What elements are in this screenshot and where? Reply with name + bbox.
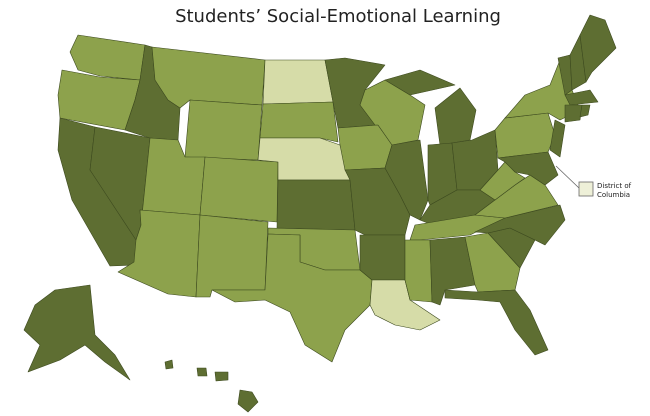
callout-line xyxy=(555,165,580,189)
state xyxy=(564,104,583,123)
dc-swatch xyxy=(578,181,594,197)
state xyxy=(579,104,591,118)
state xyxy=(211,233,373,363)
state xyxy=(259,101,339,143)
state xyxy=(276,179,356,231)
state xyxy=(579,14,617,83)
map-title: Students’ Social-Emotional Learning xyxy=(175,6,501,27)
state xyxy=(196,367,208,377)
state xyxy=(434,87,477,146)
state xyxy=(549,119,566,158)
state xyxy=(359,234,406,281)
state xyxy=(494,112,556,159)
state xyxy=(564,89,599,106)
dc-label: District of xyxy=(597,182,632,190)
state xyxy=(404,239,433,303)
state xyxy=(151,46,266,109)
state xyxy=(444,289,549,356)
dc-label: Columbia xyxy=(597,191,630,199)
state xyxy=(384,69,456,96)
state xyxy=(262,59,334,105)
state xyxy=(195,214,269,298)
state xyxy=(164,359,174,370)
state xyxy=(199,156,279,223)
state xyxy=(479,161,526,201)
state xyxy=(237,389,259,413)
state xyxy=(214,371,229,382)
state xyxy=(184,99,263,161)
states xyxy=(23,14,617,413)
state xyxy=(497,151,559,186)
state xyxy=(384,139,429,221)
state xyxy=(23,284,131,381)
